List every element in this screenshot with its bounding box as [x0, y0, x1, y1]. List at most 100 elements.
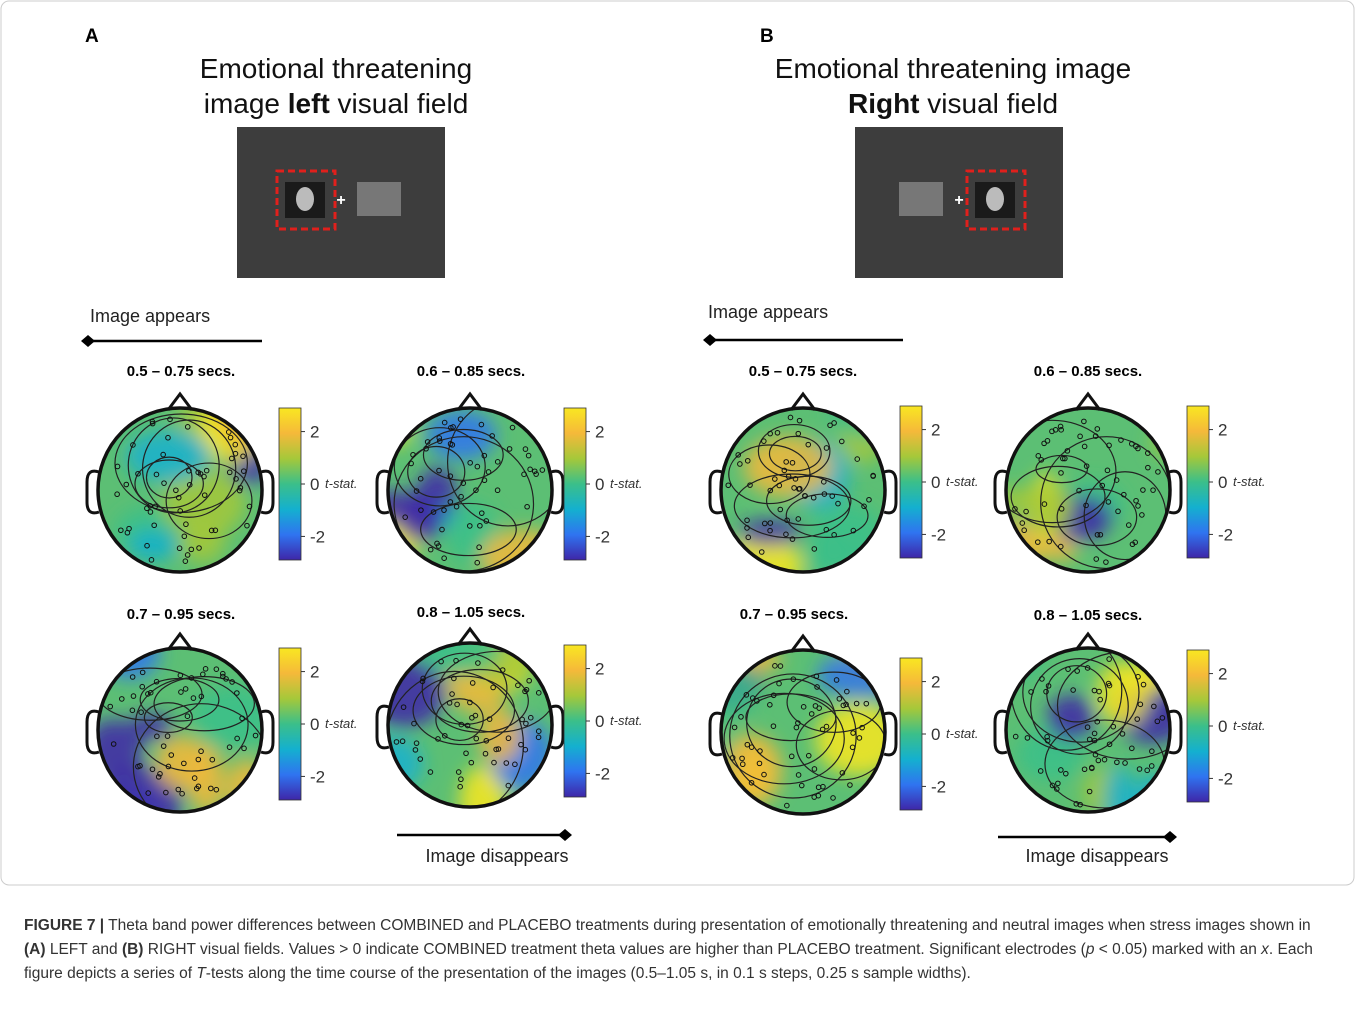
colorbar-label: t-stat.: [610, 476, 643, 491]
electrode: [229, 679, 235, 685]
electrode: [201, 492, 208, 498]
neutral-image: [899, 182, 943, 216]
electrode: [509, 424, 516, 431]
electrode: [820, 479, 827, 485]
electrode: [472, 712, 479, 719]
electrode: [1137, 701, 1144, 708]
electrode: [853, 700, 860, 707]
electrode: [198, 693, 205, 700]
electrode: [1136, 766, 1143, 772]
nose: [166, 391, 194, 411]
field-blob: [419, 643, 501, 676]
electrode: [796, 417, 803, 424]
electrode: [745, 534, 752, 541]
field-blob: [477, 708, 522, 764]
electrode: [1101, 756, 1108, 763]
electrode: [144, 542, 150, 549]
ear: [993, 709, 1008, 755]
electrode: [836, 695, 843, 702]
topomap-label: 0.8 – 1.05 secs.: [417, 604, 525, 621]
electrode: [1081, 443, 1088, 450]
contour: [407, 445, 466, 498]
electrode: [181, 533, 188, 540]
electrode: [483, 737, 490, 744]
electrode: [411, 720, 417, 727]
electrode: [1145, 464, 1151, 471]
field-blob: [1132, 772, 1170, 812]
electrode: [1019, 520, 1026, 526]
electrode: [1140, 487, 1146, 493]
contour: [143, 702, 193, 734]
electrode: [1084, 665, 1091, 671]
neutral-image: [357, 182, 401, 216]
electrode: [491, 759, 497, 766]
electrode: [859, 724, 865, 731]
colorbar-tick-label: -2: [595, 764, 610, 783]
electrode: [468, 759, 475, 766]
electrode: [1046, 538, 1052, 545]
electrode: [1134, 716, 1141, 722]
electrode: [856, 735, 863, 741]
electrode: [182, 558, 189, 564]
ear: [260, 709, 275, 755]
electrode: [178, 689, 184, 695]
electrode: [522, 446, 529, 452]
electrode: [1044, 737, 1051, 744]
electrode: [118, 527, 124, 534]
electrode: [114, 491, 120, 498]
topomap: [98, 648, 262, 812]
colorbar-tick-label: 2: [595, 660, 604, 679]
electrode: [449, 442, 456, 448]
electrode: [460, 480, 467, 486]
head-outline: [96, 646, 264, 814]
stimulus-screen: [237, 127, 445, 278]
electrode: [466, 523, 473, 529]
contour: [139, 677, 220, 722]
nose: [1074, 391, 1102, 411]
electrode: [1065, 666, 1071, 672]
contour: [132, 703, 262, 812]
colorbar-tick-label: -2: [1218, 769, 1233, 788]
electrode: [201, 473, 207, 480]
contour: [114, 413, 249, 514]
electrode: [503, 760, 510, 766]
electrode: [1106, 656, 1112, 662]
electrode: [1099, 482, 1106, 489]
contour: [768, 435, 822, 472]
electrode: [454, 701, 460, 708]
field-blob: [1103, 766, 1136, 812]
head-outline: [386, 406, 554, 574]
caption-run: -tests along the time course of the pres…: [205, 965, 971, 982]
electrode: [436, 435, 443, 441]
electrode: [145, 790, 152, 796]
electrode: [153, 471, 160, 478]
electrode: [761, 771, 767, 778]
electrode: [1106, 741, 1113, 748]
contour: [1056, 488, 1138, 547]
electrode: [827, 422, 833, 429]
electrode: [1094, 718, 1101, 725]
electrode: [515, 682, 521, 689]
electrode: [1113, 477, 1120, 483]
caption-run: FIGURE 7 |: [24, 917, 105, 934]
electrode: [493, 746, 499, 753]
colorbar-tick-label: 2: [1218, 421, 1227, 440]
contour: [134, 459, 204, 509]
electrode: [1119, 731, 1126, 737]
field-blob: [1126, 662, 1170, 693]
electrode: [744, 525, 750, 531]
electrode: [744, 517, 750, 524]
colorbar-tick-label: -2: [595, 527, 610, 546]
electrode: [821, 491, 828, 497]
electrode: [448, 424, 454, 431]
electrode: [849, 744, 856, 751]
electrode: [165, 763, 172, 770]
electrode: [481, 477, 488, 484]
ear: [1168, 709, 1183, 755]
electrode: [154, 733, 160, 740]
contour: [430, 668, 529, 733]
electrode: [850, 730, 856, 736]
field-blob: [480, 529, 552, 572]
contour: [420, 502, 517, 557]
colorbar-tick-label: 2: [1218, 665, 1227, 684]
